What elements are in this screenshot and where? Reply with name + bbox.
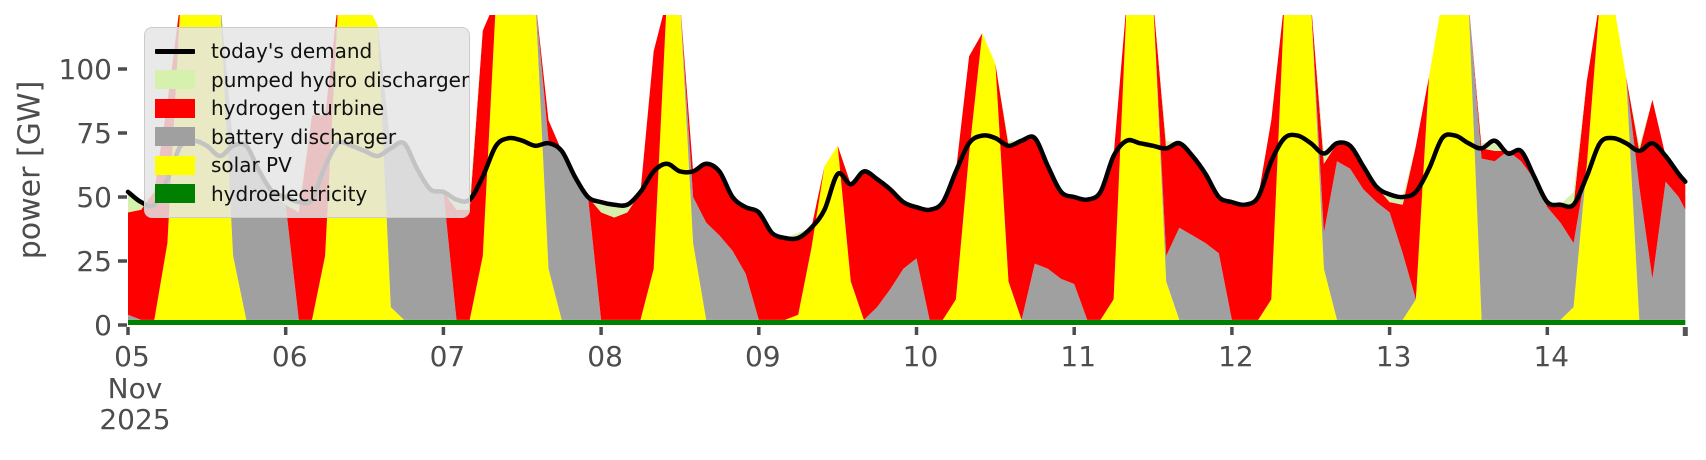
x-tick-label: 06 [272,340,308,373]
y-tick-label: 100 [59,53,112,86]
x-tick-label: 09 [745,340,781,373]
area-hydroelectricity [128,319,1686,325]
legend-label: solar PV [211,153,292,178]
x-tick-label: 13 [1376,340,1412,373]
y-tick-label: 50 [76,181,112,214]
battery-swatch [155,127,195,147]
y-tick-label: 0 [94,309,112,342]
legend-label: today's demand [211,39,373,64]
y-tick-label: 25 [76,245,112,278]
hydroelectricity-swatch [155,184,195,204]
x-tick-label: 11 [1060,340,1096,373]
x-tick-label: 05 [114,340,150,373]
area-battery-discharger [128,15,1686,320]
x-tick-label: 10 [903,340,939,373]
x-tick-label: 12 [1218,340,1254,373]
x-axis-sublabel: Nov [108,372,163,405]
area-solar-pv [128,15,1686,320]
legend: today's demand pumped hydro discharger h… [144,27,470,218]
legend-label: pumped hydro discharger [211,67,470,92]
y-tick-label: 75 [76,117,112,150]
solar-swatch [155,155,195,175]
demand-line-swatch [155,48,195,54]
stacked-areas [128,15,1686,325]
legend-label: hydroelectricity [211,181,368,206]
legend-item-battery: battery discharger [155,123,455,152]
legend-item-demand: today's demand [155,37,455,66]
hydrogen-turbine-swatch [155,98,195,118]
legend-item-pumped-hydro: pumped hydro discharger [155,66,469,95]
area-hydrogen-turbine [128,15,1686,320]
legend-label: hydrogen turbine [211,96,385,121]
legend-label: battery discharger [211,124,397,149]
legend-item-hydroelectricity: hydroelectricity [155,180,455,209]
x-tick-label: 07 [430,340,466,373]
pumped-hydro-swatch [155,70,195,90]
y-axis-label: power [GW] [12,80,48,260]
legend-item-solar: solar PV [155,151,455,180]
x-axis-sublabel: 2025 [99,403,170,436]
x-tick-label: 08 [587,340,623,373]
x-tick-label: 14 [1533,340,1569,373]
y-axis: 0 25 50 75 100 [59,53,127,342]
legend-item-hydrogen-turbine: hydrogen turbine [155,94,455,123]
